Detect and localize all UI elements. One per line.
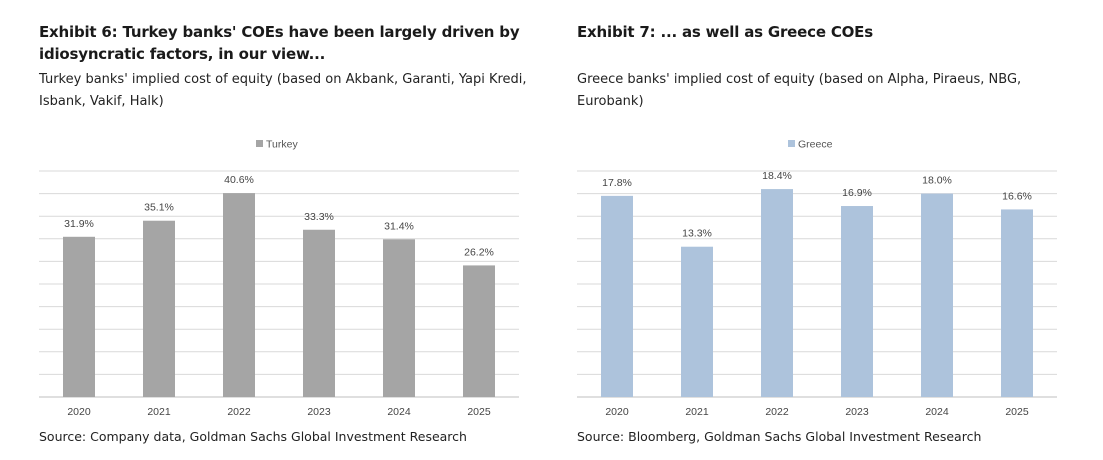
legend-swatch [256,140,263,147]
data-label: 16.9% [842,187,872,199]
x-tick-label: 2024 [387,406,411,418]
data-label: 13.3% [682,228,712,240]
x-tick-label: 2025 [1005,406,1029,418]
exhibit-7-title: Exhibit 7: ... as well as Greece COEs [577,23,873,41]
x-tick-label: 2021 [685,406,709,418]
data-label: 17.8% [602,177,632,189]
bar [223,193,255,397]
data-label: 18.4% [762,170,792,182]
data-label: 40.6% [224,174,254,186]
bar [143,220,175,397]
exhibit-7-source: Source: Bloomberg, Goldman Sachs Global … [577,429,982,444]
exhibit-7-panel: Exhibit 7: ... as well as Greece COEs Gr… [551,0,1103,460]
bar [63,236,95,397]
x-tick-label: 2024 [925,406,949,418]
data-label: 35.1% [144,202,174,214]
x-tick-label: 2020 [605,406,629,418]
exhibit-6-source: Source: Company data, Goldman Sachs Glob… [39,429,467,444]
bar [303,229,335,397]
bar [841,206,873,397]
greece-coe-bar-chart: Greece 17.8% 2020 13.3% 2021 18.4% 2022 16.9% 20… [577,139,1057,418]
x-tick-label: 2022 [765,406,789,418]
legend-label: Greece [798,139,833,151]
exhibit-6-subtitle: Turkey banks' implied cost of equity (ba… [39,72,527,109]
data-label: 16.6% [1002,190,1032,202]
x-tick-label: 2020 [67,406,91,418]
bar [921,193,953,397]
exhibit-6-panel: Exhibit 6: Turkey banks' COEs have been … [0,0,551,460]
exhibit-6-title: Exhibit 6: Turkey banks' COEs have been … [39,23,520,63]
x-tick-label: 2023 [845,406,869,418]
bar [681,246,713,397]
exhibit-7-subtitle: Greece banks' implied cost of equity (ba… [577,72,1022,109]
legend-swatch [788,140,795,147]
x-tick-label: 2022 [227,406,251,418]
x-tick-label: 2021 [147,406,171,418]
bar [1001,209,1033,397]
bar [761,189,793,397]
x-tick-label: 2025 [467,406,491,418]
data-label: 18.0% [922,175,952,187]
data-label: 33.3% [304,211,334,223]
data-label: 31.4% [384,220,414,232]
x-tick-label: 2023 [307,406,331,418]
legend-label: Turkey [266,139,298,151]
turkey-coe-bar-chart: Turkey 31.9% 2020 35.1% 2021 40.6% 2022 33.3% 20… [39,139,519,418]
data-label: 31.9% [64,218,94,230]
bar [463,265,495,397]
bar [601,195,633,397]
bar [383,239,415,397]
data-label: 26.2% [464,246,494,258]
